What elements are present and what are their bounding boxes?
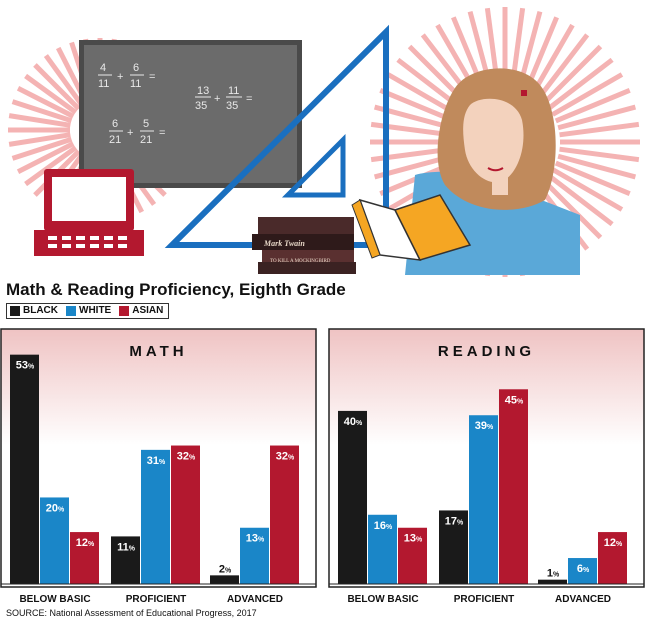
student-reading-figure	[351, 68, 580, 275]
data-label: 12%	[604, 537, 623, 549]
svg-text:5: 5	[143, 118, 149, 130]
svg-text:11: 11	[130, 78, 141, 90]
reading-chart: READING 40% 16% 13% BELOW BASIC 17% 39% 45% PROF…	[328, 328, 645, 605]
bar-advanced-white	[568, 558, 597, 584]
legend-label-black: BLACK	[23, 305, 58, 316]
category-label: BELOW BASIC	[19, 594, 90, 605]
svg-text:+: +	[127, 127, 133, 139]
data-label: 17%	[445, 515, 464, 527]
chart-title: READING	[438, 343, 535, 360]
category-label: PROFICIENT	[126, 594, 187, 605]
data-label: 40%	[344, 416, 363, 428]
svg-text:21: 21	[109, 134, 121, 146]
book-stack-icon: Mark Twain TO KILL A MOCKINGBIRD	[252, 217, 356, 274]
legend-item-black: BLACK	[7, 304, 63, 318]
bar-advanced-asian	[598, 532, 627, 584]
bar-advanced-black	[210, 575, 239, 584]
legend: BLACK WHITE ASIAN	[6, 303, 170, 319]
data-label: 32%	[276, 451, 295, 463]
math-chart: MATH 53% 20% 12% BELOW BASIC 11% 31% 32% PROFICI…	[0, 328, 317, 605]
legend-item-asian: ASIAN	[116, 304, 168, 318]
legend-label-white: WHITE	[79, 305, 112, 316]
chart-title: MATH	[129, 343, 187, 360]
svg-text:Mark Twain: Mark Twain	[263, 239, 305, 248]
svg-text:=: =	[246, 93, 252, 105]
data-label: 13%	[246, 533, 265, 545]
category-label: ADVANCED	[227, 594, 283, 605]
svg-text:11: 11	[98, 78, 109, 90]
legend-swatch-asian	[119, 306, 130, 316]
data-label: 6%	[577, 563, 590, 575]
bar-proficient-asian	[171, 445, 200, 584]
bar-below-basic-black	[10, 354, 39, 584]
svg-text:6: 6	[112, 118, 118, 130]
svg-text:+: +	[117, 71, 123, 83]
data-label: 39%	[475, 420, 494, 432]
svg-text:6: 6	[133, 62, 139, 74]
svg-text:TO KILL A MOCKINGBIRD: TO KILL A MOCKINGBIRD	[270, 259, 331, 264]
legend-label-asian: ASIAN	[132, 305, 164, 316]
svg-text:35: 35	[226, 100, 238, 112]
svg-text:+: +	[214, 93, 220, 105]
bar-proficient-black	[111, 536, 140, 584]
data-label: 31%	[147, 455, 166, 467]
category-label: ADVANCED	[555, 594, 611, 605]
bar-below-basic-white	[40, 497, 69, 584]
classroom-illustration: 4 11 + 6 11 = 13 35 + 11 35 = 6 21 + 5 2…	[8, 7, 640, 277]
bar-below-basic-white	[368, 514, 397, 584]
bar-below-basic-black	[338, 410, 367, 584]
data-label: 12%	[76, 537, 95, 549]
bar-advanced-black	[538, 579, 567, 584]
laptop-icon	[34, 169, 144, 256]
chalkboard-expression-3: 6 21 + 5 21 =	[109, 118, 165, 146]
chalkboard-expression-2: 13 35 + 11 35 =	[195, 85, 252, 112]
bar-proficient-black	[439, 510, 468, 584]
svg-text:35: 35	[195, 100, 207, 112]
svg-text:21: 21	[140, 134, 152, 146]
svg-text:11: 11	[228, 85, 239, 97]
data-label: 13%	[404, 533, 423, 545]
data-label: 32%	[177, 451, 196, 463]
source-note: SOURCE: National Assessment of Education…	[6, 608, 257, 618]
bar-proficient-asian	[499, 389, 528, 584]
page-title: Math & Reading Proficiency, Eighth Grade	[6, 280, 346, 299]
data-label: 20%	[46, 502, 65, 514]
bar-advanced-white	[240, 527, 269, 584]
chalkboard	[79, 40, 302, 188]
bar-advanced-asian	[270, 445, 299, 584]
bar-below-basic-asian	[70, 532, 99, 584]
bar-below-basic-asian	[398, 527, 427, 584]
legend-swatch-black	[10, 306, 20, 316]
svg-text:=: =	[149, 71, 155, 83]
data-label: 45%	[505, 394, 524, 406]
data-label: 53%	[16, 360, 35, 372]
legend-swatch-white	[66, 306, 76, 316]
data-label: 11%	[117, 541, 136, 553]
chalkboard-expression-1: 4 11 + 6 11 =	[98, 62, 155, 90]
data-label: 2%	[219, 563, 232, 575]
legend-item-white: WHITE	[63, 304, 116, 318]
svg-text:4: 4	[100, 62, 106, 74]
data-label: 16%	[374, 520, 393, 532]
svg-text:13: 13	[197, 85, 209, 97]
bar-proficient-white	[141, 449, 170, 584]
category-label: BELOW BASIC	[347, 594, 418, 605]
data-label: 1%	[547, 568, 560, 580]
category-label: PROFICIENT	[454, 594, 515, 605]
svg-text:=: =	[159, 127, 165, 139]
bar-proficient-white	[469, 415, 498, 584]
